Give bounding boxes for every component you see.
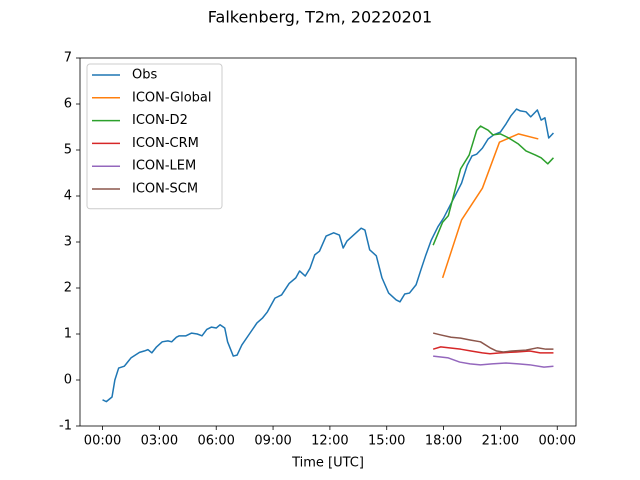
legend-label: ICON-SCM (132, 182, 198, 197)
series-line (432, 332, 554, 353)
legend-label: Obs (132, 68, 157, 83)
legend-box (86, 63, 223, 210)
series-line (432, 346, 554, 355)
x-tick-label: 21:00 (482, 434, 519, 449)
y-tick-label: -1 (59, 419, 72, 434)
x-tick-label: 03:00 (141, 434, 178, 449)
legend-label: ICON-D2 (132, 113, 188, 128)
x-tick-label: 12:00 (311, 434, 348, 449)
y-tick-label: 2 (64, 281, 72, 296)
y-tick-label: 0 (64, 373, 72, 388)
x-tick-label: 00:00 (539, 434, 576, 449)
series-line (433, 355, 554, 368)
x-tick-label: 00:00 (84, 434, 121, 449)
series-line (102, 108, 554, 403)
y-tick-label: 6 (64, 97, 72, 112)
legend-label: ICON-LEM (132, 159, 196, 174)
plot-frame (79, 57, 577, 427)
y-tick-label: 4 (64, 189, 72, 204)
series-line (432, 125, 554, 246)
x-tick-label: 15:00 (368, 434, 405, 449)
y-tick-label: 3 (64, 235, 72, 250)
x-tick-label: 18:00 (425, 434, 462, 449)
x-axis-label: Time [UTC] (291, 456, 364, 471)
series-line (441, 133, 539, 279)
x-tick-label: 09:00 (254, 434, 291, 449)
chart-title: Falkenberg, T2m, 20220201 (208, 8, 432, 27)
legend-label: ICON-CRM (132, 136, 199, 151)
y-tick-label: 5 (64, 143, 72, 158)
x-tick-label: 06:00 (197, 434, 234, 449)
y-tick-label: 1 (64, 327, 72, 342)
legend-label: ICON-Global (132, 90, 212, 105)
y-tick-label: 7 (64, 51, 72, 66)
